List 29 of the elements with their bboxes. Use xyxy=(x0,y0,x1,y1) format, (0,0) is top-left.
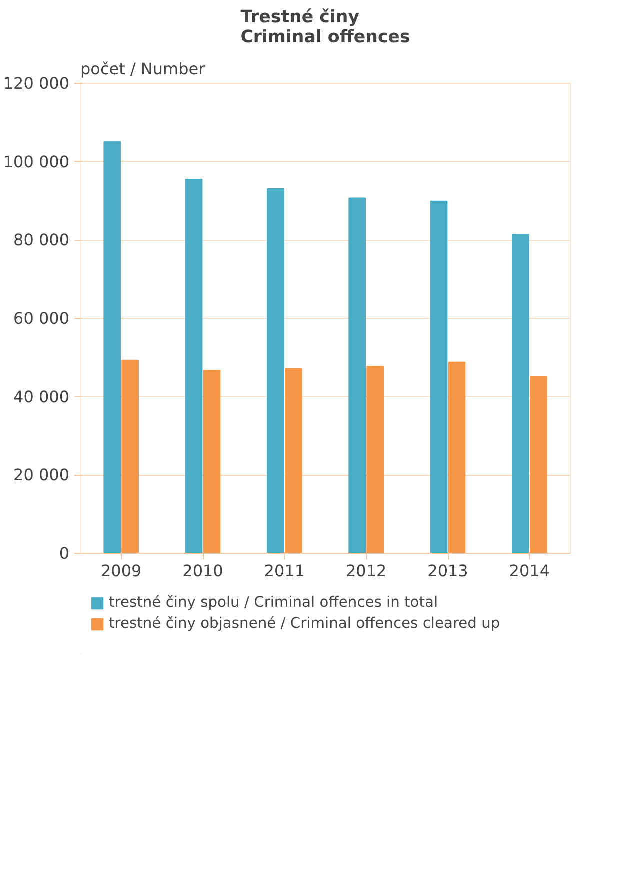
y-tick-label: 60 000 xyxy=(14,309,70,328)
y-tick-label: 120 000 xyxy=(3,74,70,93)
bar xyxy=(104,141,122,554)
y-axis-title: počet / Number xyxy=(80,60,206,78)
x-tick-label: 2009 xyxy=(100,562,142,580)
bar xyxy=(430,200,448,554)
bar xyxy=(267,188,284,554)
bar xyxy=(448,362,466,554)
chart-title: Trestné činy Criminal offences xyxy=(240,8,410,48)
y-tick-label: 40 000 xyxy=(14,387,70,406)
y-tick-label: 0 xyxy=(59,544,70,563)
bar xyxy=(284,368,302,554)
bar xyxy=(122,360,139,554)
x-tick-label: 2012 xyxy=(346,562,387,580)
bar xyxy=(348,198,366,554)
y-tick-label: 100 000 xyxy=(3,152,70,172)
x-tick-label: 2010 xyxy=(182,562,224,580)
x-tick-label: 2011 xyxy=(264,562,306,580)
bar xyxy=(366,366,384,554)
bar xyxy=(203,370,221,554)
bar xyxy=(512,234,530,554)
x-tick-label: 2014 xyxy=(509,562,550,580)
y-tick-label: 20 000 xyxy=(14,466,70,485)
y-tick-label: 80 000 xyxy=(14,230,70,250)
x-tick-label: 2013 xyxy=(428,562,468,580)
legend-label: trestné činy spolu / Criminal offences in total xyxy=(109,594,438,611)
bar xyxy=(185,178,203,554)
bar xyxy=(530,376,548,554)
legend-label: trestné činy objasnené / Criminal offences cleared up xyxy=(109,615,500,632)
